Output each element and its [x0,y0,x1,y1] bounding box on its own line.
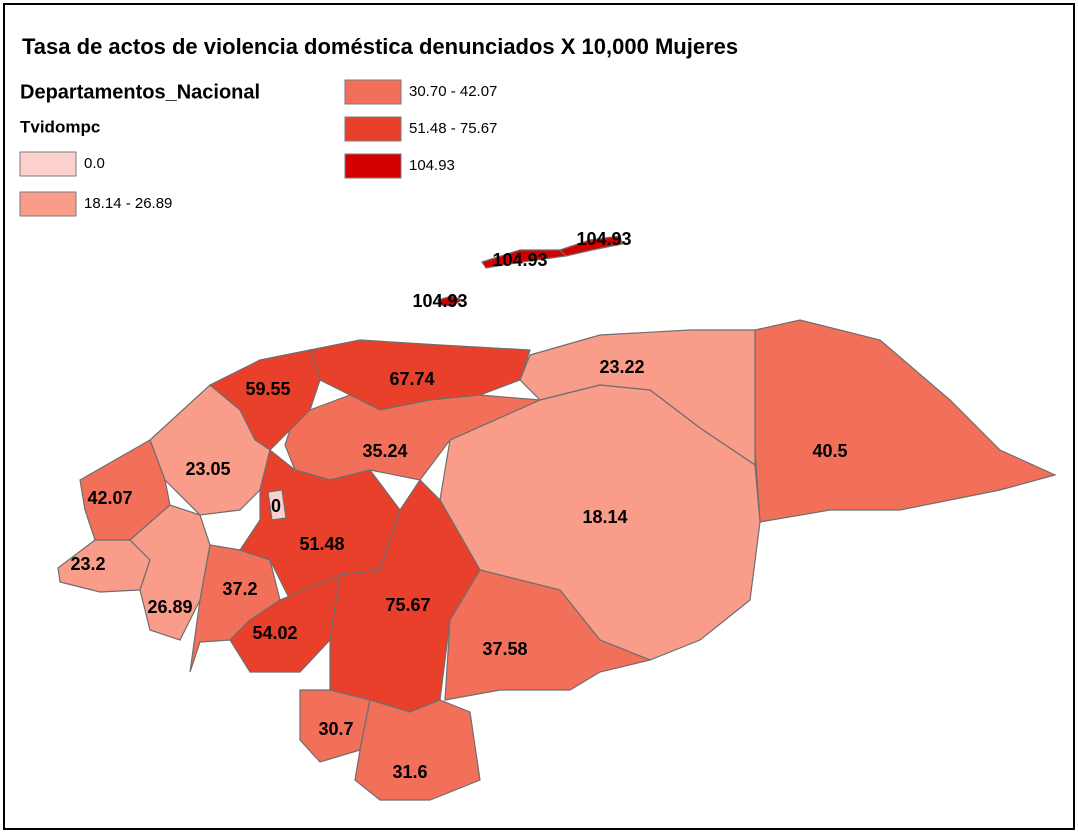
region-label: 35.24 [362,441,407,461]
legend-layer: Departamentos_Nacional [20,81,260,103]
region-label: 23.05 [185,459,230,479]
region-label: 30.7 [318,719,353,739]
region-label: 67.74 [389,369,434,389]
legend-label: 0.0 [84,155,105,172]
region-label: 51.48 [299,534,344,554]
region-label: 104.93 [576,229,631,249]
legend-label: 104.93 [409,157,455,174]
department [354,699,481,801]
department [437,295,464,307]
legend-swatch [19,191,77,217]
region-label: 75.67 [385,595,430,615]
region-label: 42.07 [87,488,132,508]
region-label: 23.22 [599,357,644,377]
region-label: 104.93 [492,250,547,270]
region-label: 104.93 [412,291,467,311]
department [444,569,652,701]
region-label: 0 [271,496,281,516]
department [481,249,568,269]
region-label: 54.02 [252,623,297,643]
region-label: 18.14 [582,507,627,527]
regions [57,235,1057,801]
department [267,489,287,521]
department [129,504,211,641]
legend-swatch [19,151,77,177]
legend-label: 18.14 - 26.89 [84,195,172,212]
legend-field: Tvidompc [20,117,100,136]
legend-label: 30.70 - 42.07 [409,83,497,100]
region-label: 40.5 [812,441,847,461]
region-label: 31.6 [392,762,427,782]
region-label: 37.2 [222,579,257,599]
region-labels: 40.5 23.22 18.14 67.74 59.55 35.24 23.05 42.07 2… [70,229,847,782]
region-label: 26.89 [147,597,192,617]
map-title: Tasa de actos de violencia doméstica den… [22,34,738,59]
region-label: 23.2 [70,554,105,574]
legend-swatch [344,116,402,142]
region-label: 59.55 [245,379,290,399]
legend-swatch [344,153,402,179]
region-label: 37.58 [482,639,527,659]
legend-label: 51.48 - 75.67 [409,120,497,137]
legend-swatch [344,79,402,105]
legend: 0.0 18.14 - 26.89 30.70 - 42.07 51.48 - 75.… [19,79,497,217]
